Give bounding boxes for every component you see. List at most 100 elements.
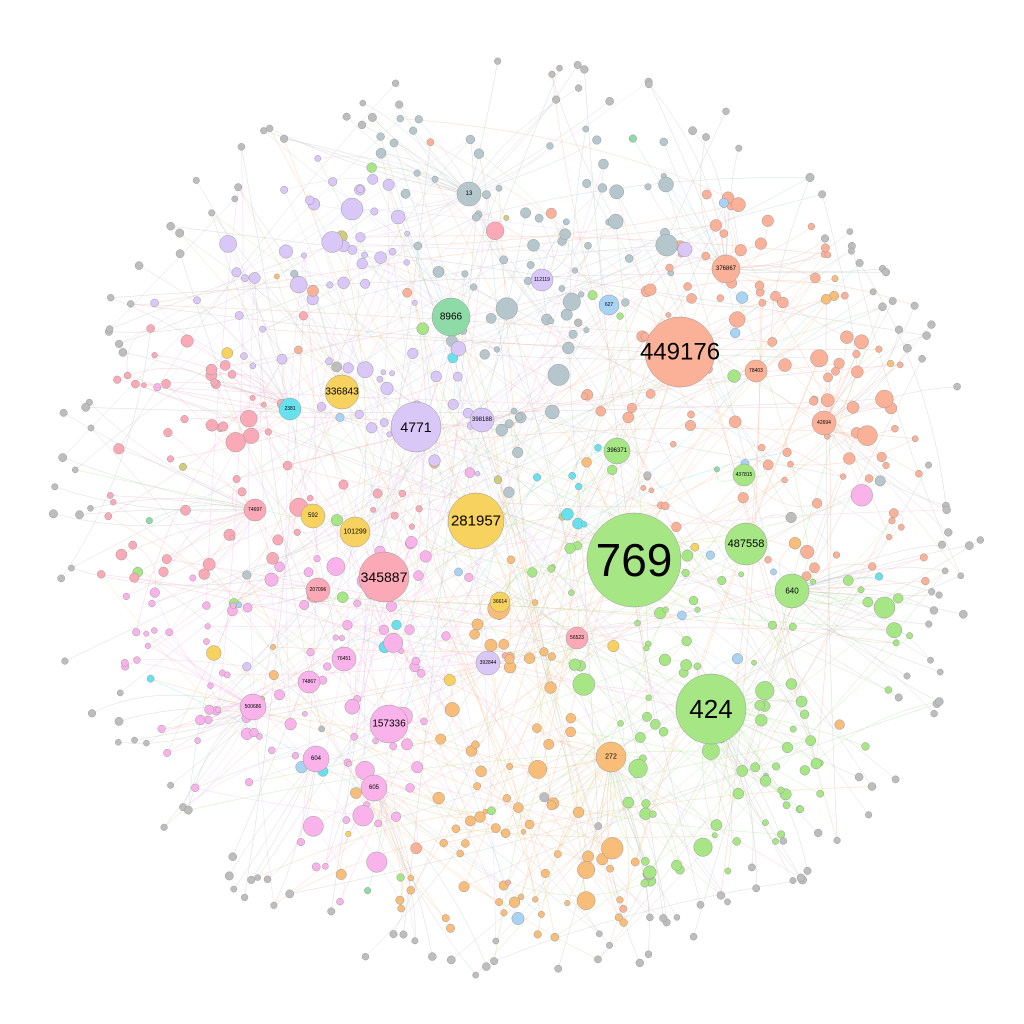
graph-node [471, 740, 480, 749]
graph-edge [118, 83, 396, 449]
graph-edge [347, 208, 360, 368]
graph-node [219, 360, 231, 371]
graph-edge [452, 273, 466, 405]
graph-node [104, 512, 113, 521]
graph-node [737, 492, 749, 504]
graph-node [574, 84, 583, 92]
graph-node [820, 234, 830, 243]
graph-node [777, 296, 789, 309]
graph-node [587, 290, 598, 301]
graph-node [574, 318, 583, 327]
graph-edge [360, 235, 825, 255]
graph-node [495, 184, 503, 192]
graph-edge [372, 117, 602, 412]
graph-node [227, 370, 237, 379]
graph-node [282, 460, 293, 471]
graph-node [576, 891, 596, 911]
graph-edge [607, 756, 641, 964]
graph-node [781, 476, 788, 484]
graph-node [894, 325, 904, 334]
graph-node [58, 453, 68, 462]
graph-node [685, 420, 696, 431]
graph-node [407, 874, 415, 882]
graph-node [120, 658, 129, 667]
graph-node [487, 806, 496, 816]
graph-node [768, 620, 777, 630]
graph-node [528, 760, 548, 779]
hub-node: 272 [595, 741, 627, 773]
hub-node-circle [565, 626, 589, 650]
graph-node [490, 823, 501, 833]
graph-edge [110, 271, 887, 298]
graph-node [446, 955, 456, 965]
graph-edge [610, 756, 678, 918]
graph-node [485, 221, 505, 240]
graph-node [659, 914, 668, 923]
graph-node [770, 568, 777, 576]
graph-node [862, 596, 874, 608]
hub-node-circle [469, 407, 495, 433]
graph-node [799, 765, 810, 776]
graph-node [128, 540, 138, 550]
hub-node: 376867 [711, 254, 741, 284]
graph-node [761, 214, 774, 227]
graph-node [106, 325, 114, 333]
graph-node [957, 572, 965, 580]
hub-node-label: 392844 [480, 660, 497, 666]
graph-node [640, 856, 650, 866]
graph-edge [373, 787, 492, 813]
graph-node [873, 596, 896, 619]
graph-node [374, 251, 387, 264]
graph-node [225, 432, 246, 453]
graph-node [180, 504, 191, 516]
graph-node [910, 301, 919, 310]
graph-node [758, 299, 767, 307]
graph-edge [185, 509, 256, 525]
graph-edge [209, 564, 802, 879]
graph-node [811, 498, 823, 509]
graph-node [503, 214, 510, 221]
graph-edge [298, 349, 742, 575]
graph-edge [372, 117, 470, 195]
graph-node [327, 907, 336, 916]
graph-node [129, 572, 140, 583]
hub-node-circle [530, 268, 554, 292]
graph-node [432, 266, 445, 278]
graph-node [432, 791, 445, 805]
graph-node [735, 291, 749, 304]
graph-edge [263, 404, 889, 691]
graph-edge [445, 635, 556, 938]
graph-node [523, 652, 536, 664]
graph-node [893, 593, 904, 604]
graph-node [113, 443, 125, 455]
graph-node [886, 359, 895, 368]
graph-node [350, 787, 362, 799]
graph-node [342, 112, 351, 121]
hub-node-circle [305, 577, 331, 603]
graph-edge [167, 432, 256, 511]
graph-node [263, 875, 272, 884]
graph-edge [151, 306, 883, 604]
graph-edge [425, 188, 500, 557]
graph-node [855, 259, 864, 267]
hub-node: 76451 [331, 646, 357, 672]
graph-node [584, 241, 592, 250]
graph-node [205, 363, 218, 376]
hub-node-label: 74697 [248, 507, 262, 513]
graph-node [840, 473, 847, 480]
graph-edge [110, 495, 256, 511]
graph-node [375, 148, 387, 159]
graph-edge [233, 298, 692, 604]
graph-node [622, 411, 635, 424]
graph-edge [53, 509, 256, 527]
graph-node [300, 252, 307, 259]
graph-node [748, 863, 756, 872]
graph-node [405, 536, 418, 549]
graph-node [605, 97, 614, 106]
graph-node [693, 837, 713, 857]
graph-edge [474, 329, 587, 635]
hub-node: 336843 [324, 374, 360, 410]
graph-edge [197, 443, 424, 741]
graph-node [796, 805, 805, 813]
graph-node [210, 378, 219, 387]
